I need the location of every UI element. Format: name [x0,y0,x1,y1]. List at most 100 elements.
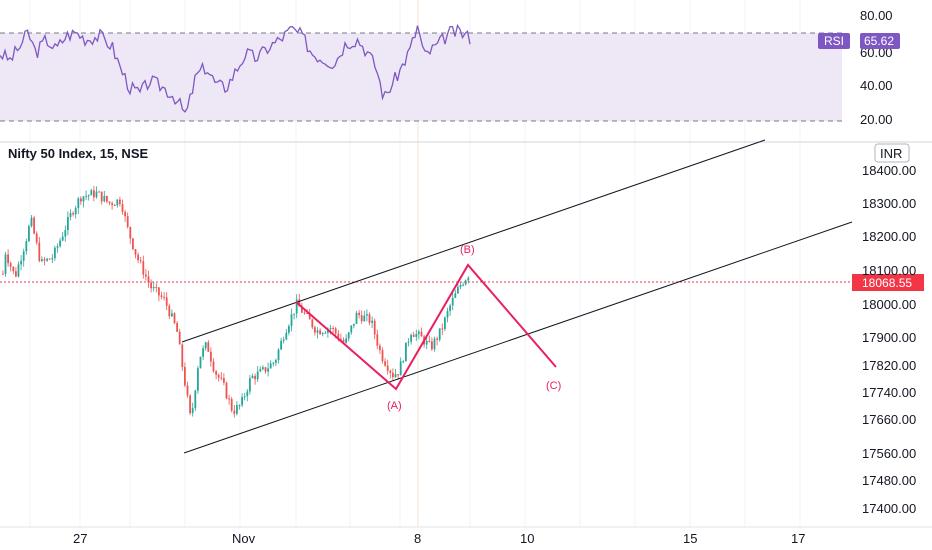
elliott-wave-path[interactable] [295,263,557,391]
candle-body-12 [33,217,35,234]
candle-body-152 [397,374,399,376]
candle-body-140 [366,314,368,316]
candle-body-160 [418,331,420,334]
candle-body-126 [329,328,332,330]
candle-body-16 [43,259,46,261]
candle-body-75 [197,368,199,391]
candle-body-22 [59,240,61,247]
candle-body-122 [319,330,321,335]
price-tick-17560: 17560.00 [862,446,916,461]
candle-body-142 [371,320,373,323]
channel-upper-line[interactable] [181,139,766,343]
candle-body-64 [168,305,171,317]
candle-body-133 [347,332,350,339]
candle-body-65 [171,313,173,317]
candle-body-132 [345,338,347,343]
candle-body-138 [360,315,363,322]
price-tick-17900: 17900.00 [862,330,916,345]
candle-body-10 [28,226,30,242]
candle-body-90 [236,405,238,414]
candle-body-60 [158,287,160,296]
candle-body-163 [425,340,428,345]
rsi-tick-40: 40.00 [860,78,893,93]
candle-body-111 [290,314,293,327]
candle-body-177 [462,284,464,286]
rsi-pane[interactable]: 80.00 60.00 40.00 20.00 RSI 65.62 [0,8,900,127]
candle-body-120 [314,327,316,333]
candle-body-51 [134,249,137,255]
candle-body-179 [467,277,470,281]
candle-body-61 [160,295,163,297]
candle-body-175 [457,286,459,294]
last-price-value: 18068.55 [862,276,912,290]
candle-body-36 [95,191,98,198]
candle-body-165 [431,341,433,350]
price-tick-17820: 17820.00 [862,358,916,373]
price-tick-18000: 18000.00 [862,297,916,312]
candle-body-117 [306,312,308,314]
candle-body-128 [334,328,337,334]
candle-body-167 [436,338,438,340]
candle-body-88 [230,399,233,411]
candle-body-18 [48,258,51,260]
candle-body-77 [202,348,204,357]
candle-body-101 [264,367,267,372]
candle-body-139 [363,315,366,322]
candle-body-67 [176,323,178,332]
candle-body-103 [269,363,272,369]
candle-body-115 [301,306,303,313]
candlestick-series [2,186,470,418]
candle-body-156 [407,341,410,343]
rsi-value: 65.62 [864,34,894,48]
price-axis[interactable]: 18400.00 18300.00 18200.00 18100.00 1800… [862,163,916,516]
candle-body-106 [277,349,280,361]
candle-body-87 [228,398,230,400]
candle-body-4 [12,266,15,272]
candle-body-105 [275,360,277,363]
candle-body-148 [386,365,389,371]
candle-body-116 [303,312,306,314]
candle-body-168 [438,328,441,340]
candle-body-137 [358,312,360,316]
candle-body-147 [384,361,386,366]
candle-body-14 [38,242,41,261]
channel-lower-line[interactable] [183,221,853,454]
candle-body-33 [87,195,90,197]
candle-body-62 [163,296,165,298]
candle-body-80 [210,351,212,362]
candle-body-102 [267,368,269,372]
candle-body-41 [108,201,111,204]
candle-body-135 [353,323,355,326]
candle-body-130 [340,338,342,340]
price-tick-18200: 18200.00 [862,229,916,244]
candle-body-108 [282,339,285,341]
candle-body-69 [181,344,184,367]
candle-body-146 [381,350,384,362]
candle-body-47 [124,211,126,217]
candle-body-79 [207,342,210,352]
rsi-tick-80: 80.00 [860,8,893,23]
candle-body-113 [295,299,298,314]
currency-badge[interactable]: INR [874,143,910,163]
candle-body-129 [337,333,340,339]
candle-body-171 [446,311,449,318]
candle-body-45 [119,199,121,205]
candle-body-5 [15,271,17,277]
candle-body-26 [69,213,72,217]
time-axis[interactable]: 27 Nov 8 10 15 17 [73,531,805,546]
time-tick-17: 17 [791,531,805,546]
price-tick-18400: 18400.00 [862,163,916,178]
candle-body-95 [249,378,251,392]
time-tick-10: 10 [520,531,534,546]
candle-body-23 [61,236,64,241]
candle-body-85 [223,378,225,383]
candle-body-150 [392,372,394,378]
candle-body-59 [155,286,158,288]
candle-body-164 [428,340,431,342]
candle-body-141 [368,314,371,323]
candle-body-39 [103,196,106,202]
candle-body-43 [113,205,116,207]
candle-body-82 [215,371,217,375]
candle-body-136 [355,312,358,324]
